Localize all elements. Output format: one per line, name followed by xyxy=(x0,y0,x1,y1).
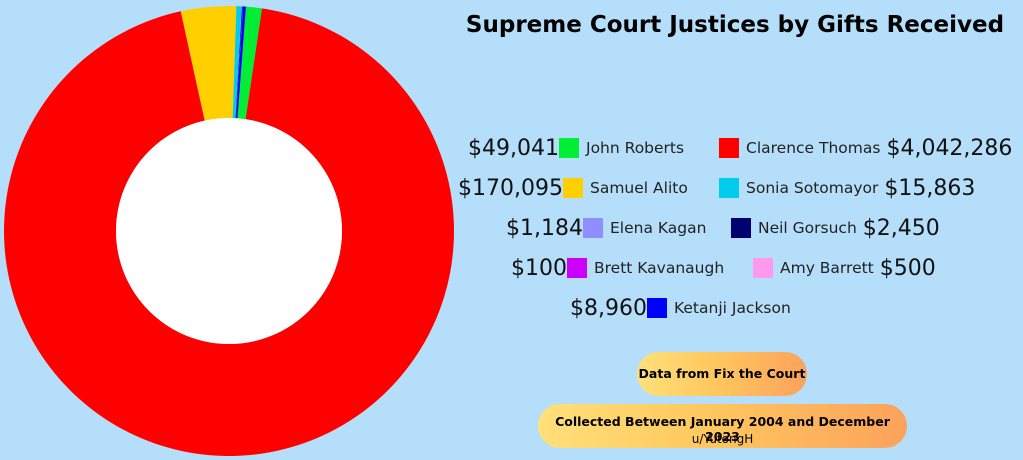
source-badge: Data from Fix the Court xyxy=(637,352,807,396)
legend-item-amy-barrett: Amy Barrett $500 xyxy=(753,252,936,284)
legend-name: Clarence Thomas xyxy=(746,139,881,157)
slice-ketanji-jackson xyxy=(236,6,246,119)
legend-item-brett-kavanaugh: Brett Kavanaugh xyxy=(567,252,724,284)
legend-swatch xyxy=(719,138,739,158)
donut-hole xyxy=(116,118,342,344)
value-label: $49,041 xyxy=(468,135,559,161)
legend-swatch xyxy=(567,258,587,278)
legend-item-john-roberts: John Roberts xyxy=(559,132,684,164)
legend-item-ketanji-jackson: Ketanji Jackson xyxy=(647,292,791,324)
value-label: $100 xyxy=(511,255,567,281)
legend-swatch xyxy=(753,258,773,278)
slice-john-roberts xyxy=(237,6,263,120)
legend-item-neil-gorsuch: Neil Gorsuch $2,450 xyxy=(731,212,940,244)
value-label: $15,863 xyxy=(884,175,976,201)
legend-swatch xyxy=(719,178,739,198)
legend-swatch xyxy=(563,178,583,198)
legend-value-ketanji-jackson: $8,960 xyxy=(570,292,647,324)
author-credit: u/YutongH xyxy=(691,432,754,446)
legend-name: Ketanji Jackson xyxy=(674,299,791,317)
slice-neil-gorsuch xyxy=(235,6,243,119)
legend-item-elena-kagan: Elena Kagan xyxy=(583,212,706,244)
legend-swatch xyxy=(583,218,603,238)
legend-name: Brett Kavanaugh xyxy=(594,259,725,277)
source-text: Data from Fix the Court xyxy=(638,366,806,381)
slice-amy-barrett xyxy=(235,6,244,119)
chart-title: Supreme Court Justices by Gifts Received xyxy=(465,12,1005,38)
value-label: $8,960 xyxy=(570,295,647,321)
value-label: $4,042,286 xyxy=(886,135,1013,161)
legend-name: Amy Barrett xyxy=(780,259,874,277)
slice-sonia-sotomayor xyxy=(232,6,242,119)
legend-swatch xyxy=(647,298,667,318)
legend-name: Elena Kagan xyxy=(610,219,707,237)
legend-swatch xyxy=(731,218,751,238)
value-label: $170,095 xyxy=(458,175,563,201)
slice-brett-kavanaugh xyxy=(235,6,243,119)
slice-samuel-alito xyxy=(180,5,237,121)
value-label: $1,184 xyxy=(506,215,583,241)
legend-item-clarence-thomas: Clarence Thomas $4,042,286 xyxy=(719,132,1012,164)
period-text: Collected Between January 2004 and Decem… xyxy=(555,414,890,444)
legend-value-brett-kavanaugh: $100 xyxy=(511,252,567,284)
legend-name: John Roberts xyxy=(586,139,685,157)
donut-chart xyxy=(3,5,454,456)
legend-value-samuel-alito: $170,095 xyxy=(458,172,563,204)
value-label: $500 xyxy=(879,255,936,281)
period-badge: Collected Between January 2004 and Decem… xyxy=(538,404,907,448)
legend-name: Neil Gorsuch xyxy=(758,219,857,237)
legend-value-elena-kagan: $1,184 xyxy=(506,212,583,244)
slice-elena-kagan xyxy=(235,6,243,119)
legend-item-sonia-sotomayor: Sonia Sotomayor $15,863 xyxy=(719,172,975,204)
legend-name: Sonia Sotomayor xyxy=(746,179,879,197)
legend-item-samuel-alito: Samuel Alito xyxy=(563,172,688,204)
legend-swatch xyxy=(559,138,579,158)
legend-name: Samuel Alito xyxy=(590,179,688,197)
legend-value-john-roberts: $49,041 xyxy=(468,132,559,164)
value-label: $2,450 xyxy=(862,215,940,241)
slice-clarence-thomas xyxy=(3,8,454,456)
